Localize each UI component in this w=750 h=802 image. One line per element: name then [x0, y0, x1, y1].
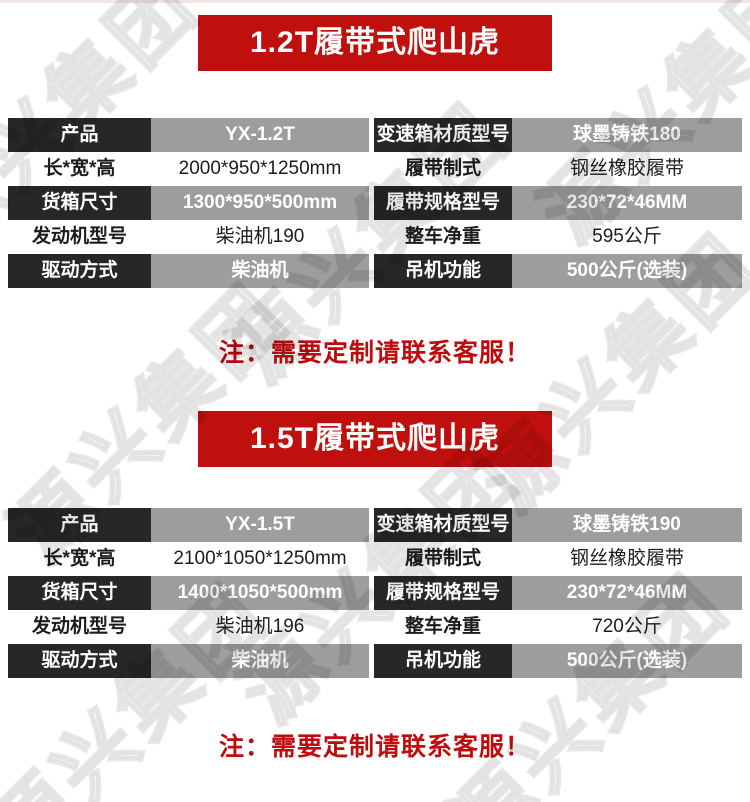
spec-label: 产品 [8, 508, 151, 542]
spec-label: 长*宽*高 [43, 158, 116, 179]
spec-value: 500公斤(选装) [512, 644, 742, 678]
spec-label: 履带制式 [404, 158, 481, 179]
spec-label: 货箱尺寸 [8, 576, 151, 610]
spec-label: 变速箱材质型号 [374, 118, 512, 152]
spec-value: 2100*1050*1250mm [173, 548, 347, 569]
spec-value: 720公斤 [592, 616, 662, 637]
customization-note: 注：需要定制请联系客服！ [218, 339, 531, 367]
spec-value: 1300*950*500mm [151, 186, 369, 220]
spec-value: YX-1.2T [151, 118, 369, 152]
spec-value: 2000*950*1250mm [178, 158, 342, 179]
spec-value: 球墨铸铁180 [512, 118, 742, 152]
spec-value: 钢丝橡胶履带 [569, 158, 684, 179]
spec-label: 货箱尺寸 [8, 186, 151, 220]
table-row: 长*宽*高 2100*1050*1250mm 履带制式 钢丝橡胶履带 [8, 542, 742, 576]
spec-label: 吊机功能 [374, 644, 512, 678]
spec-label: 驱动方式 [8, 644, 151, 678]
spec-value: YX-1.5T [151, 508, 369, 542]
top-divider [0, 0, 750, 3]
table-row: 长*宽*高 2000*950*1250mm 履带制式 钢丝橡胶履带 [8, 152, 742, 186]
spec-label: 驱动方式 [8, 254, 151, 288]
table-row: 发动机型号 柴油机196 整车净重 720公斤 [8, 610, 742, 644]
spec-value: 柴油机190 [215, 226, 305, 247]
customization-note: 注：需要定制请联系客服！ [218, 733, 531, 761]
spec-table-1-5t: 产品 YX-1.5T 变速箱材质型号 球墨铸铁190 长*宽*高 2100*10… [8, 508, 742, 678]
spec-value: 柴油机 [151, 254, 369, 288]
table-row: 产品 YX-1.5T 变速箱材质型号 球墨铸铁190 [8, 508, 742, 542]
table-row: 发动机型号 柴油机190 整车净重 595公斤 [8, 220, 742, 254]
table-row: 产品 YX-1.2T 变速箱材质型号 球墨铸铁180 [8, 118, 742, 152]
spec-label: 履带规格型号 [374, 186, 512, 220]
table-row: 货箱尺寸 1400*1050*500mm 履带规格型号 230*72*46MM [8, 576, 742, 610]
section-banner-1-2t: 1.2T履带式爬山虎 [198, 15, 552, 71]
spec-label: 履带规格型号 [374, 576, 512, 610]
spec-label: 整车净重 [404, 616, 481, 637]
spec-table-1-2t: 产品 YX-1.2T 变速箱材质型号 球墨铸铁180 长*宽*高 2000*95… [8, 118, 742, 288]
spec-label: 整车净重 [404, 226, 481, 247]
spec-value: 230*72*46MM [512, 186, 742, 220]
spec-value: 1400*1050*500mm [151, 576, 369, 610]
spec-label: 履带制式 [404, 548, 481, 569]
spec-label: 发动机型号 [31, 226, 127, 247]
spec-value: 柴油机 [151, 644, 369, 678]
table-row: 驱动方式 柴油机 吊机功能 500公斤(选装) [8, 644, 742, 678]
spec-value: 球墨铸铁190 [512, 508, 742, 542]
spec-label: 产品 [8, 118, 151, 152]
table-row: 货箱尺寸 1300*950*500mm 履带规格型号 230*72*46MM [8, 186, 742, 220]
spec-value: 500公斤(选装) [512, 254, 742, 288]
spec-value: 钢丝橡胶履带 [569, 548, 684, 569]
spec-value: 595公斤 [592, 226, 662, 247]
spec-label: 吊机功能 [374, 254, 512, 288]
table-row: 驱动方式 柴油机 吊机功能 500公斤(选装) [8, 254, 742, 288]
section-banner-1-5t: 1.5T履带式爬山虎 [198, 411, 552, 467]
spec-label: 长*宽*高 [43, 548, 116, 569]
spec-label: 发动机型号 [31, 616, 127, 637]
spec-value: 柴油机196 [215, 616, 305, 637]
spec-label: 变速箱材质型号 [374, 508, 512, 542]
spec-value: 230*72*46MM [512, 576, 742, 610]
